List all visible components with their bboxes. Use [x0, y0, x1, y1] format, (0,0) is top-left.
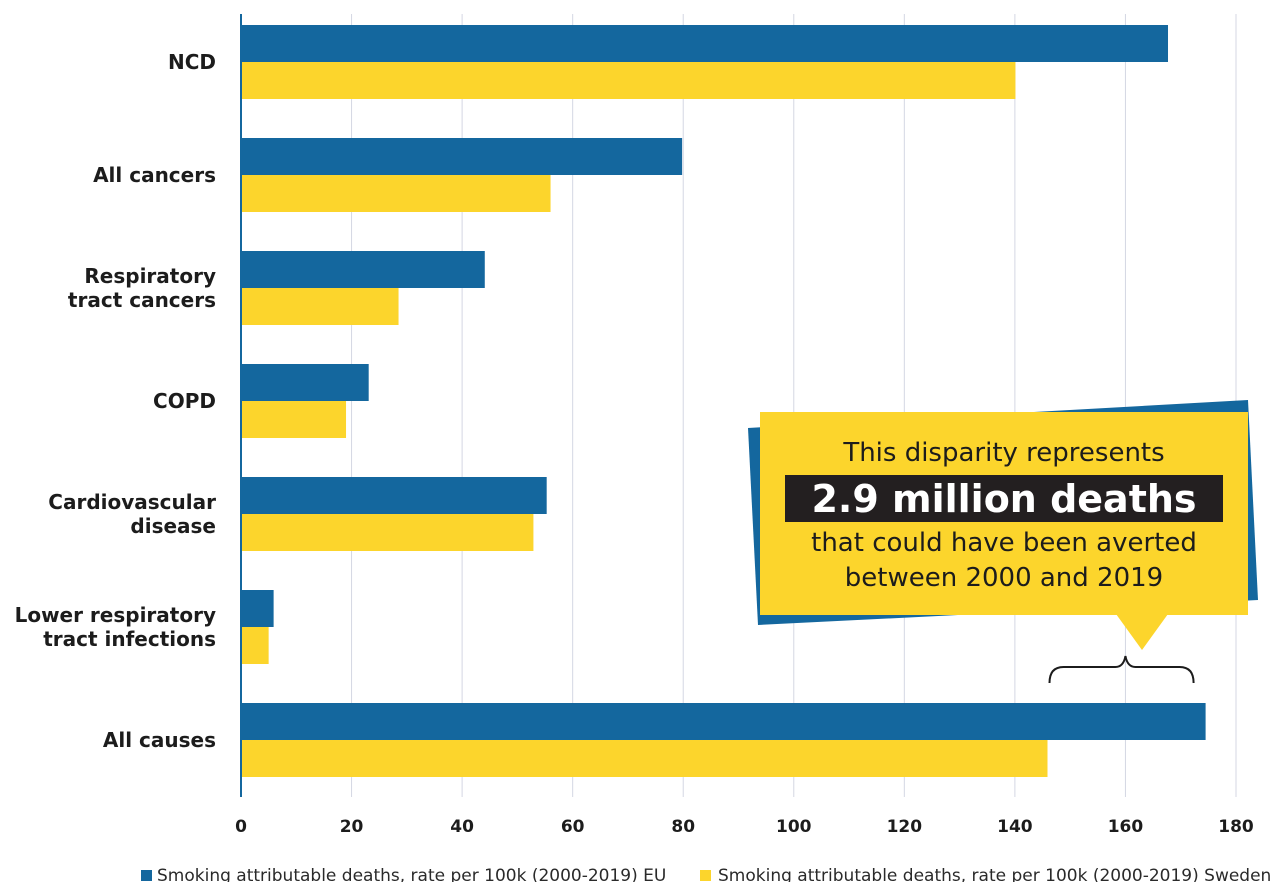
disparity-bracket: [1048, 655, 1195, 684]
category-label-respiratory-tract-cancers-line-1: Respiratory: [84, 264, 216, 288]
bar-cardiovascular-disease-eu: [241, 477, 547, 514]
callout-line-1: This disparity represents: [842, 438, 1164, 468]
x-tick-label-160: 160: [1108, 817, 1144, 837]
callout-highlight-bg: [785, 475, 1223, 522]
legend-swatch-sweden: [700, 870, 711, 881]
category-label-respiratory-tract-cancers-line-2: tract cancers: [68, 288, 216, 312]
bar-copd-sweden: [241, 401, 347, 438]
x-tick-label-0: 0: [235, 817, 247, 837]
legend-label-eu: Smoking attributable deaths, rate per 10…: [157, 866, 666, 882]
category-label-all-cancers: All cancers: [93, 163, 216, 187]
callout-line-3: between 2000 and 2019: [845, 563, 1163, 593]
category-label-all-causes: All causes: [103, 728, 216, 752]
x-tick-label-100: 100: [776, 817, 812, 837]
callout-line-2: that could have been averted: [811, 528, 1197, 558]
bar-all-causes-sweden: [241, 740, 1048, 777]
category-label-cardiovascular-disease-line-1: Cardiovascular: [48, 490, 216, 514]
bar-lower-respiratory-tract-infections-eu: [241, 590, 274, 627]
x-tick-labels: 0 20 40 60 80 100 120 140 160 180: [235, 817, 1254, 837]
legend: Smoking attributable deaths, rate per 10…: [141, 866, 1271, 886]
bar-cardiovascular-disease-sweden: [241, 514, 534, 551]
bar-all-causes-eu: [241, 703, 1206, 740]
callout-highlight: 2.9 million deaths: [811, 477, 1196, 521]
x-tick-label-60: 60: [561, 817, 585, 837]
gridlines: [351, 14, 1237, 797]
bar-all-cancers-eu: [241, 138, 683, 175]
category-label-copd: COPD: [153, 389, 216, 413]
legend-label-sweden: Smoking attributable deaths, rate per 10…: [718, 866, 1271, 882]
x-tick-label-180: 180: [1218, 817, 1254, 837]
legend-swatch-eu: [141, 870, 152, 881]
bar-copd-eu: [241, 364, 369, 401]
callout-pointer: [1116, 614, 1168, 650]
category-label-cardiovascular-disease-line-2: disease: [130, 514, 216, 538]
category-label-lower-respiratory-tract-infections-line-2: tract infections: [43, 627, 216, 651]
callout: This disparity represents 2.9 million de…: [748, 400, 1258, 684]
bar-respiratory-tract-cancers-sweden: [241, 288, 399, 325]
bar-all-cancers-sweden: [241, 175, 551, 212]
category-label-ncd: NCD: [168, 50, 216, 74]
x-tick-label-120: 120: [887, 817, 923, 837]
x-tick-label-80: 80: [671, 817, 695, 837]
x-tick-label-40: 40: [450, 817, 474, 837]
x-tick-label-140: 140: [997, 817, 1033, 837]
bars: [241, 25, 1206, 777]
bar-lower-respiratory-tract-infections-sweden: [241, 627, 269, 664]
bar-ncd-sweden: [241, 62, 1016, 99]
bar-respiratory-tract-cancers-eu: [241, 251, 485, 288]
bar-ncd-eu: [241, 25, 1169, 62]
x-tick-label-20: 20: [340, 817, 364, 837]
category-label-lower-respiratory-tract-infections-line-1: Lower respiratory: [15, 603, 216, 627]
